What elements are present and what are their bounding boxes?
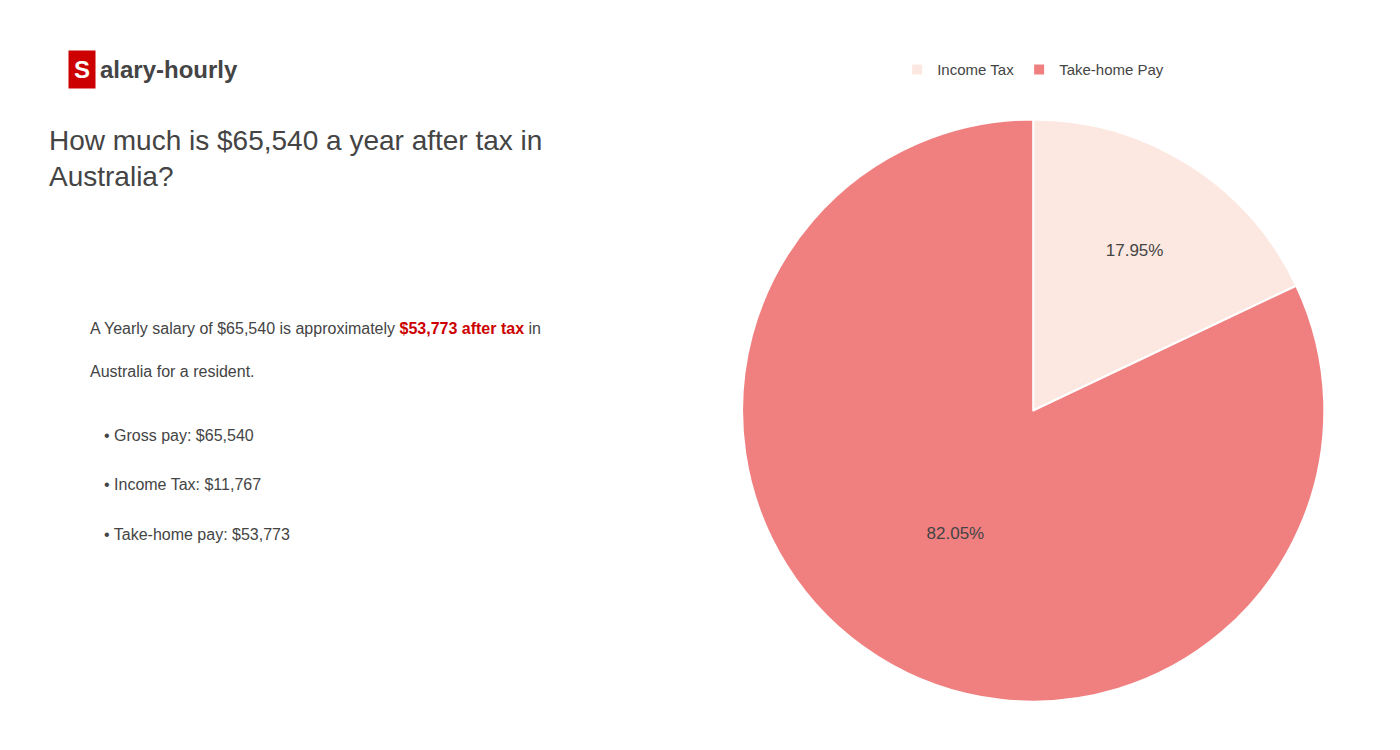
svg-text:Income Tax: Income Tax: [937, 61, 1014, 78]
svg-text:17.95%: 17.95%: [1106, 241, 1164, 260]
svg-text:A Yearly salary of $65,540 is: A Yearly salary of $65,540 is approximat…: [90, 320, 541, 337]
svg-text:• Take-home pay: $53,773: • Take-home pay: $53,773: [104, 526, 290, 543]
svg-text:• Gross pay: $65,540: • Gross pay: $65,540: [104, 427, 254, 444]
svg-text:How much is $65,540 a year aft: How much is $65,540 a year after tax inA…: [49, 125, 542, 192]
svg-text:82.05%: 82.05%: [927, 524, 985, 543]
svg-text:• Income Tax: $11,767: • Income Tax: $11,767: [104, 476, 261, 493]
svg-text:Take-home Pay: Take-home Pay: [1059, 61, 1164, 78]
svg-text:alary-hourly: alary-hourly: [100, 56, 238, 83]
svg-text:Australia for a resident.: Australia for a resident.: [90, 363, 255, 380]
svg-text:S: S: [74, 56, 90, 83]
